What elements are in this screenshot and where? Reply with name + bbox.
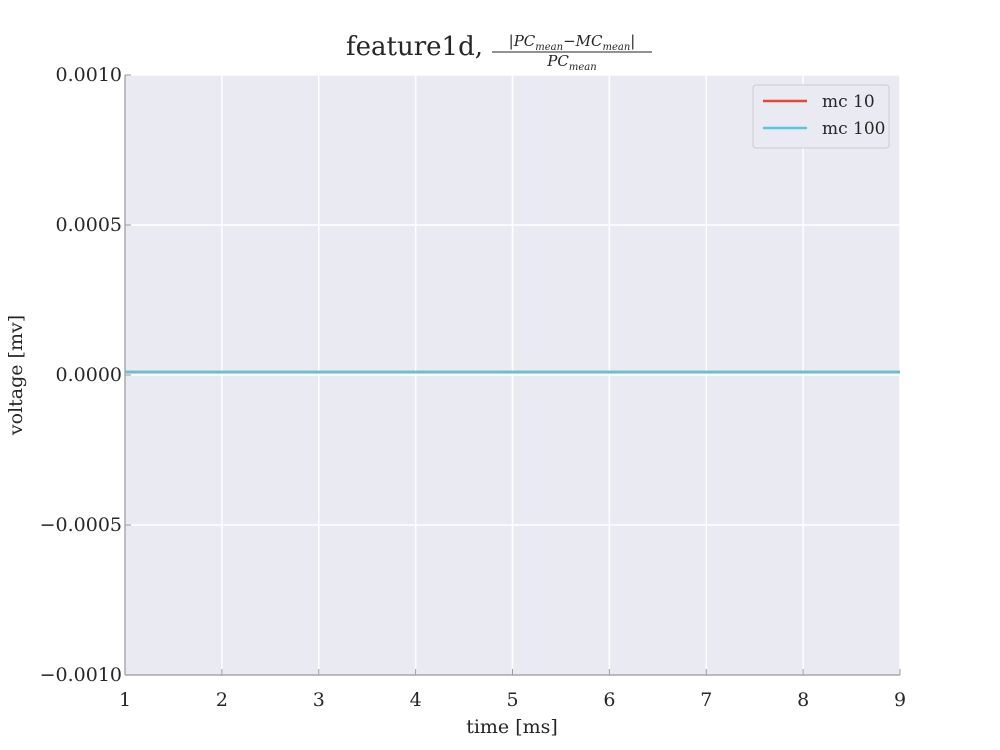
x-tick-label-1: 2	[216, 689, 228, 711]
y-tick-label-4: 0.0010	[56, 64, 122, 86]
y-tick-label-2: 0.0000	[56, 364, 122, 386]
chart-title: feature1d, |PCmean−MCmean| PCmean	[346, 32, 652, 73]
x-tick-label-2: 3	[313, 689, 325, 711]
y-axis-label: voltage [mv]	[5, 315, 27, 436]
x-tick-label-6: 7	[700, 689, 712, 711]
y-tick-label-1: −0.0005	[40, 514, 122, 536]
x-tick-label-5: 6	[603, 689, 615, 711]
x-tick-label-8: 9	[894, 689, 906, 711]
x-tick-label-4: 5	[506, 689, 518, 711]
x-tick-label-0: 1	[119, 689, 131, 711]
chart-title-denominator: PCmean	[546, 52, 596, 73]
y-tick-label-3: 0.0005	[56, 214, 122, 236]
legend-label-0: mc 10	[822, 92, 875, 112]
x-tick-label-3: 4	[410, 689, 422, 711]
x-axis-label: time [ms]	[466, 716, 558, 738]
tick-labels: 1 2 3 4 5 6 7 8 9 −0.0010 −0.0005 0.0000 0.0005 0.001…	[40, 64, 906, 711]
legend-label-1: mc 100	[822, 119, 886, 139]
grid-lines	[125, 74, 901, 675]
chart-title-prefix: feature1d,	[346, 32, 483, 62]
x-tick-label-7: 8	[797, 689, 809, 711]
legend: mc 10 mc 100	[752, 84, 890, 149]
y-tick-label-0: −0.0010	[40, 664, 122, 686]
chart-title-numerator: |PCmean−MCmean|	[509, 32, 636, 53]
